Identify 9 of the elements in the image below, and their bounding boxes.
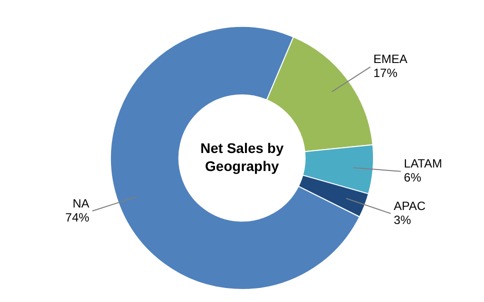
slice-label: APAC xyxy=(394,198,426,213)
data-label: 17% xyxy=(373,66,398,80)
text: Net Sales by Geography xyxy=(200,140,284,174)
data-label: 74% xyxy=(65,210,90,224)
slice-label: EMEA xyxy=(373,52,408,66)
data-label: 6% xyxy=(404,170,422,185)
data-label: 3% xyxy=(394,212,412,227)
slice-label: LATAM xyxy=(404,156,442,171)
slice-label: NA xyxy=(72,196,90,210)
